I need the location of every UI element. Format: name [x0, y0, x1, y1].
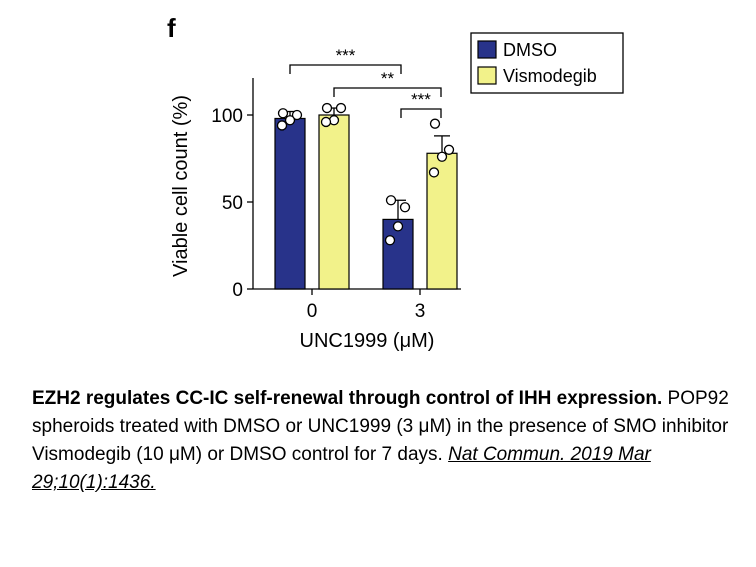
legend-swatch: [477, 66, 497, 85]
data-point: [284, 115, 296, 126]
figure-caption: EZH2 regulates CC-IC self-renewal throug…: [32, 385, 747, 497]
significance-bracket: [333, 87, 442, 97]
significance-label: ***: [411, 90, 431, 109]
chart-bars: [274, 102, 458, 290]
y-tick-label: 50: [222, 193, 243, 214]
data-point: [320, 116, 332, 128]
y-tick-label: 100: [211, 106, 243, 127]
data-point: [335, 102, 347, 114]
caption-body: POP92 spheroids treated with DMSO or UNC…: [32, 388, 729, 465]
data-point: [277, 108, 289, 119]
significance-label: ***: [336, 46, 356, 65]
legend-label: DMSO: [503, 40, 557, 60]
chart-legend: DMSO Vismodegib: [470, 32, 624, 94]
citation-link[interactable]: Nat Commun. 2019 Mar 29;10(1):1436.: [32, 444, 651, 493]
y-axis-title: Viable cell count (%): [170, 95, 192, 277]
significance-bracket: [289, 64, 402, 74]
bar: [274, 117, 306, 290]
data-point: [392, 221, 404, 232]
caption-title: EZH2 regulates CC-IC self-renewal throug…: [32, 388, 663, 409]
significance-bracket: [400, 108, 442, 118]
data-point: [399, 202, 411, 213]
data-point: [436, 151, 448, 162]
significance-label: **: [381, 69, 395, 88]
x-axis-title: UNC1999 (μM): [300, 330, 435, 352]
data-point: [385, 195, 397, 206]
panel-label: f: [167, 13, 176, 43]
data-point: [428, 167, 440, 178]
bar: [318, 114, 350, 290]
legend-swatch: [477, 40, 497, 59]
data-point: [384, 235, 396, 246]
significance-brackets: ********: [289, 46, 442, 118]
legend-label: Vismodegib: [503, 66, 597, 86]
x-tick-label: 3: [415, 301, 426, 322]
data-point: [276, 120, 288, 131]
data-point: [321, 102, 333, 114]
data-point: [429, 118, 441, 129]
x-tick-label: 0: [307, 301, 318, 322]
y-tick-label: 0: [232, 280, 243, 301]
data-point: [291, 109, 303, 121]
data-point: [443, 144, 455, 155]
